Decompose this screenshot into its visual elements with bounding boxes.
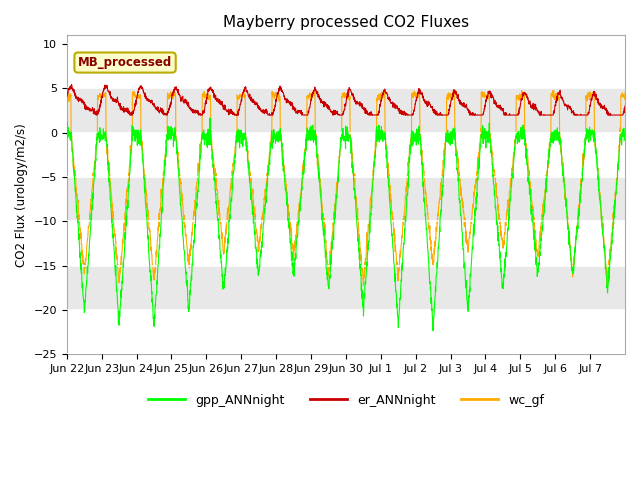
gpp_ANNnight xyxy=(515,133,522,139)
wc_gf xyxy=(118,237,126,242)
wc_gf xyxy=(614,167,621,173)
gpp_ANNnight xyxy=(429,328,437,334)
gpp_ANNnight xyxy=(118,275,126,281)
wc_gf xyxy=(239,93,247,98)
Line: gpp_ANNnight: gpp_ANNnight xyxy=(67,118,625,331)
gpp_ANNnight xyxy=(621,131,629,136)
wc_gf xyxy=(546,141,554,147)
gpp_ANNnight xyxy=(614,175,621,181)
er_ANNnight xyxy=(621,103,629,109)
Bar xyxy=(67,44,625,88)
Line: er_ANNnight: er_ANNnight xyxy=(67,84,625,115)
wc_gf xyxy=(360,282,367,288)
Text: MB_processed: MB_processed xyxy=(78,56,172,69)
gpp_ANNnight xyxy=(63,124,70,130)
Y-axis label: CO2 Flux (urology/m2/s): CO2 Flux (urology/m2/s) xyxy=(15,123,28,266)
Bar xyxy=(67,265,625,310)
wc_gf xyxy=(449,87,457,93)
Bar xyxy=(67,310,625,354)
Legend: gpp_ANNnight, er_ANNnight, wc_gf: gpp_ANNnight, er_ANNnight, wc_gf xyxy=(143,389,549,412)
Bar xyxy=(67,221,625,265)
wc_gf xyxy=(63,92,70,97)
wc_gf xyxy=(515,94,522,100)
gpp_ANNnight xyxy=(239,131,247,136)
er_ANNnight xyxy=(93,112,100,118)
er_ANNnight xyxy=(515,112,522,118)
gpp_ANNnight xyxy=(546,142,554,148)
er_ANNnight xyxy=(68,82,76,87)
wc_gf xyxy=(380,93,387,99)
er_ANNnight xyxy=(119,107,127,112)
Bar xyxy=(67,133,625,177)
Line: wc_gf: wc_gf xyxy=(67,90,625,285)
Bar xyxy=(67,88,625,133)
Title: Mayberry processed CO2 Fluxes: Mayberry processed CO2 Fluxes xyxy=(223,15,469,30)
gpp_ANNnight xyxy=(206,115,214,121)
er_ANNnight xyxy=(63,94,70,100)
er_ANNnight xyxy=(239,89,247,95)
Bar xyxy=(67,177,625,221)
er_ANNnight xyxy=(380,87,388,93)
wc_gf xyxy=(621,90,629,96)
er_ANNnight xyxy=(546,112,554,118)
gpp_ANNnight xyxy=(380,132,387,138)
er_ANNnight xyxy=(614,112,621,118)
